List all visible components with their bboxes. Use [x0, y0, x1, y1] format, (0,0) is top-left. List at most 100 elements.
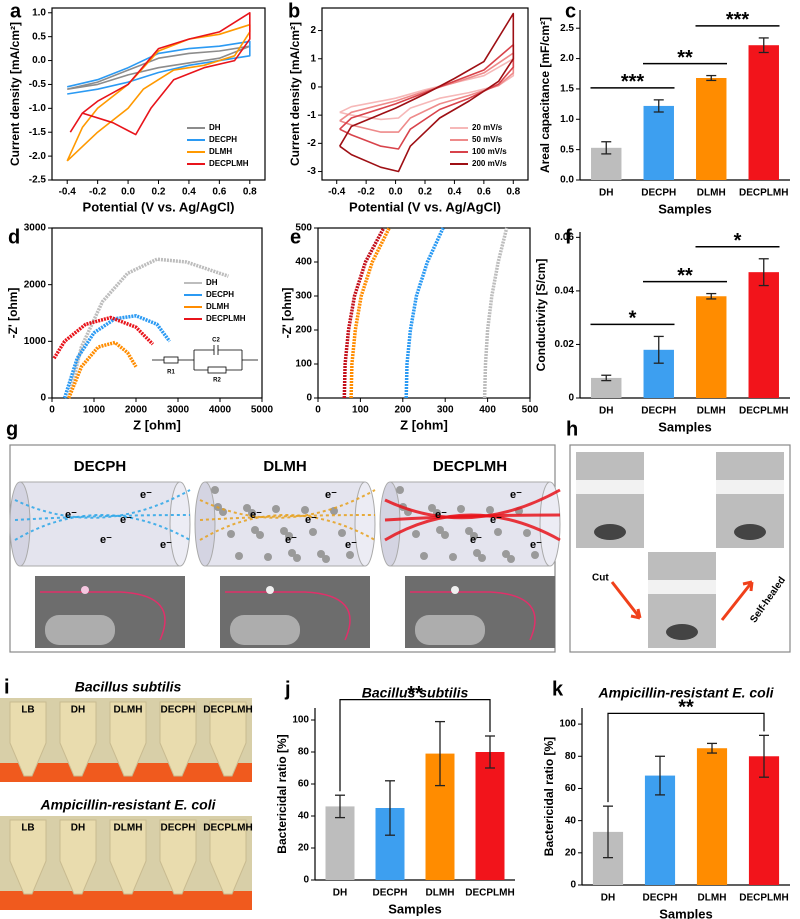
- x-axis-label: Potential (V vs. Ag/AgCl): [83, 199, 235, 214]
- y-tick-label: 0.02: [555, 339, 575, 350]
- significance-label: **: [677, 47, 693, 69]
- electron-label: e⁻: [530, 539, 542, 551]
- significance-label: **: [678, 697, 694, 719]
- y-tick-label: 0.04: [555, 286, 575, 297]
- series-line: [404, 227, 445, 399]
- photo-title: Bacillus subtilis: [75, 679, 182, 695]
- x-tick-label: 0.2: [152, 187, 166, 198]
- panel-frame: [569, 444, 791, 653]
- electron-label: e⁻: [435, 509, 447, 521]
- y-tick-label: -2.0: [29, 151, 47, 162]
- y-tick-label: -2: [307, 138, 316, 149]
- circuit-label: R1: [167, 370, 175, 376]
- y-tick-label: 1: [310, 53, 316, 64]
- filler-particle: [478, 554, 486, 562]
- series-line: [67, 257, 229, 399]
- bar: [696, 296, 727, 398]
- filler-particle: [346, 551, 354, 559]
- conduction-path: [199, 514, 376, 541]
- x-axis-label: Potential (V vs. Ag/AgCl): [349, 199, 501, 214]
- photo-detail: [0, 891, 252, 910]
- significance-label: **: [407, 683, 423, 705]
- series-line: [349, 227, 391, 399]
- filler-particle: [280, 527, 288, 535]
- x-tick-label: DH: [333, 888, 347, 899]
- x-tick-label: DECPH: [641, 406, 676, 417]
- y-tick-label: -3: [307, 166, 316, 177]
- x-tick-label: 200: [394, 405, 411, 416]
- circuit-label: C2: [212, 338, 220, 344]
- y-tick-label: 40: [298, 811, 310, 822]
- y-tick-label: 2.5: [560, 23, 574, 34]
- panel-label: h: [566, 418, 578, 440]
- led: [81, 586, 89, 594]
- filler-particle: [457, 505, 465, 513]
- cylinder-end: [379, 481, 401, 567]
- filler-particle: [420, 552, 428, 560]
- y-tick-label: 300: [295, 291, 312, 302]
- x-tick-label: DLMH: [698, 893, 727, 904]
- y-axis-label: Current density [mA/cm²]: [288, 22, 302, 166]
- significance-bracket: [607, 712, 765, 803]
- legend-label: DLMH: [206, 302, 229, 311]
- filler-particle: [243, 504, 251, 512]
- legend-label: DECPH: [206, 290, 234, 299]
- y-tick-label: 20: [565, 847, 577, 858]
- x-tick-label: 0.0: [121, 187, 135, 198]
- x-tick-label: 0: [49, 405, 55, 416]
- filler-particle: [436, 526, 444, 534]
- bar: [748, 45, 779, 180]
- x-tick-label: 100: [352, 405, 369, 416]
- filler-particle: [211, 486, 219, 494]
- x-tick-label: DH: [599, 188, 613, 199]
- y-axis-label: Bactericidal ratio [%]: [542, 737, 556, 856]
- x-tick-label: DH: [601, 893, 615, 904]
- cylinder-end: [169, 481, 191, 567]
- panel-label: c: [565, 0, 576, 22]
- y-axis-label: Conductivity [S/cm]: [534, 259, 548, 372]
- y-tick-label: 60: [565, 783, 577, 794]
- y-tick-label: 200: [295, 325, 312, 336]
- y-axis-label: Bactericidal ratio [%]: [275, 734, 289, 853]
- panel-label: j: [284, 678, 291, 700]
- tube-label: DH: [71, 823, 85, 834]
- photo-detail: [230, 615, 300, 645]
- x-tick-label: DECPH: [642, 893, 677, 904]
- hydrogel-sample: [594, 524, 626, 540]
- legend-label: DECPLMH: [206, 314, 246, 323]
- x-tick-label: -0.2: [89, 187, 107, 198]
- plot-frame: [51, 7, 266, 181]
- tube: [59, 819, 97, 895]
- x-axis-label: Samples: [658, 201, 711, 216]
- x-tick-label: DLMH: [697, 406, 726, 417]
- series-line: [342, 227, 386, 399]
- x-axis-label: Samples: [658, 419, 711, 434]
- filler-particle: [412, 530, 420, 538]
- panel-label: a: [10, 0, 22, 22]
- panel-label: i: [4, 676, 10, 698]
- x-tick-label: 500: [522, 405, 539, 416]
- filler-particle: [441, 531, 449, 539]
- significance-label: ***: [621, 71, 645, 93]
- series-line: [482, 227, 509, 399]
- y-tick-label: 80: [565, 751, 577, 762]
- x-tick-label: DECPLMH: [465, 888, 514, 899]
- filler-particle: [322, 555, 330, 563]
- tube: [159, 701, 197, 777]
- panel-label: d: [8, 226, 20, 248]
- tube: [59, 701, 97, 777]
- tube-label: DECPH: [160, 705, 195, 716]
- conduction-path: [199, 514, 376, 521]
- tube: [159, 819, 197, 895]
- filler-particle: [288, 549, 296, 557]
- x-tick-label: -0.4: [328, 187, 346, 198]
- hydrogel-sample: [666, 624, 698, 640]
- filler-particle: [285, 532, 293, 540]
- panel-label: f: [565, 226, 572, 248]
- filler-particle: [428, 504, 436, 512]
- tube: [209, 701, 247, 777]
- panel-label: e: [290, 226, 301, 248]
- y-tick-label: 0.0: [32, 55, 46, 66]
- y-tick-label: 0.5: [560, 144, 574, 155]
